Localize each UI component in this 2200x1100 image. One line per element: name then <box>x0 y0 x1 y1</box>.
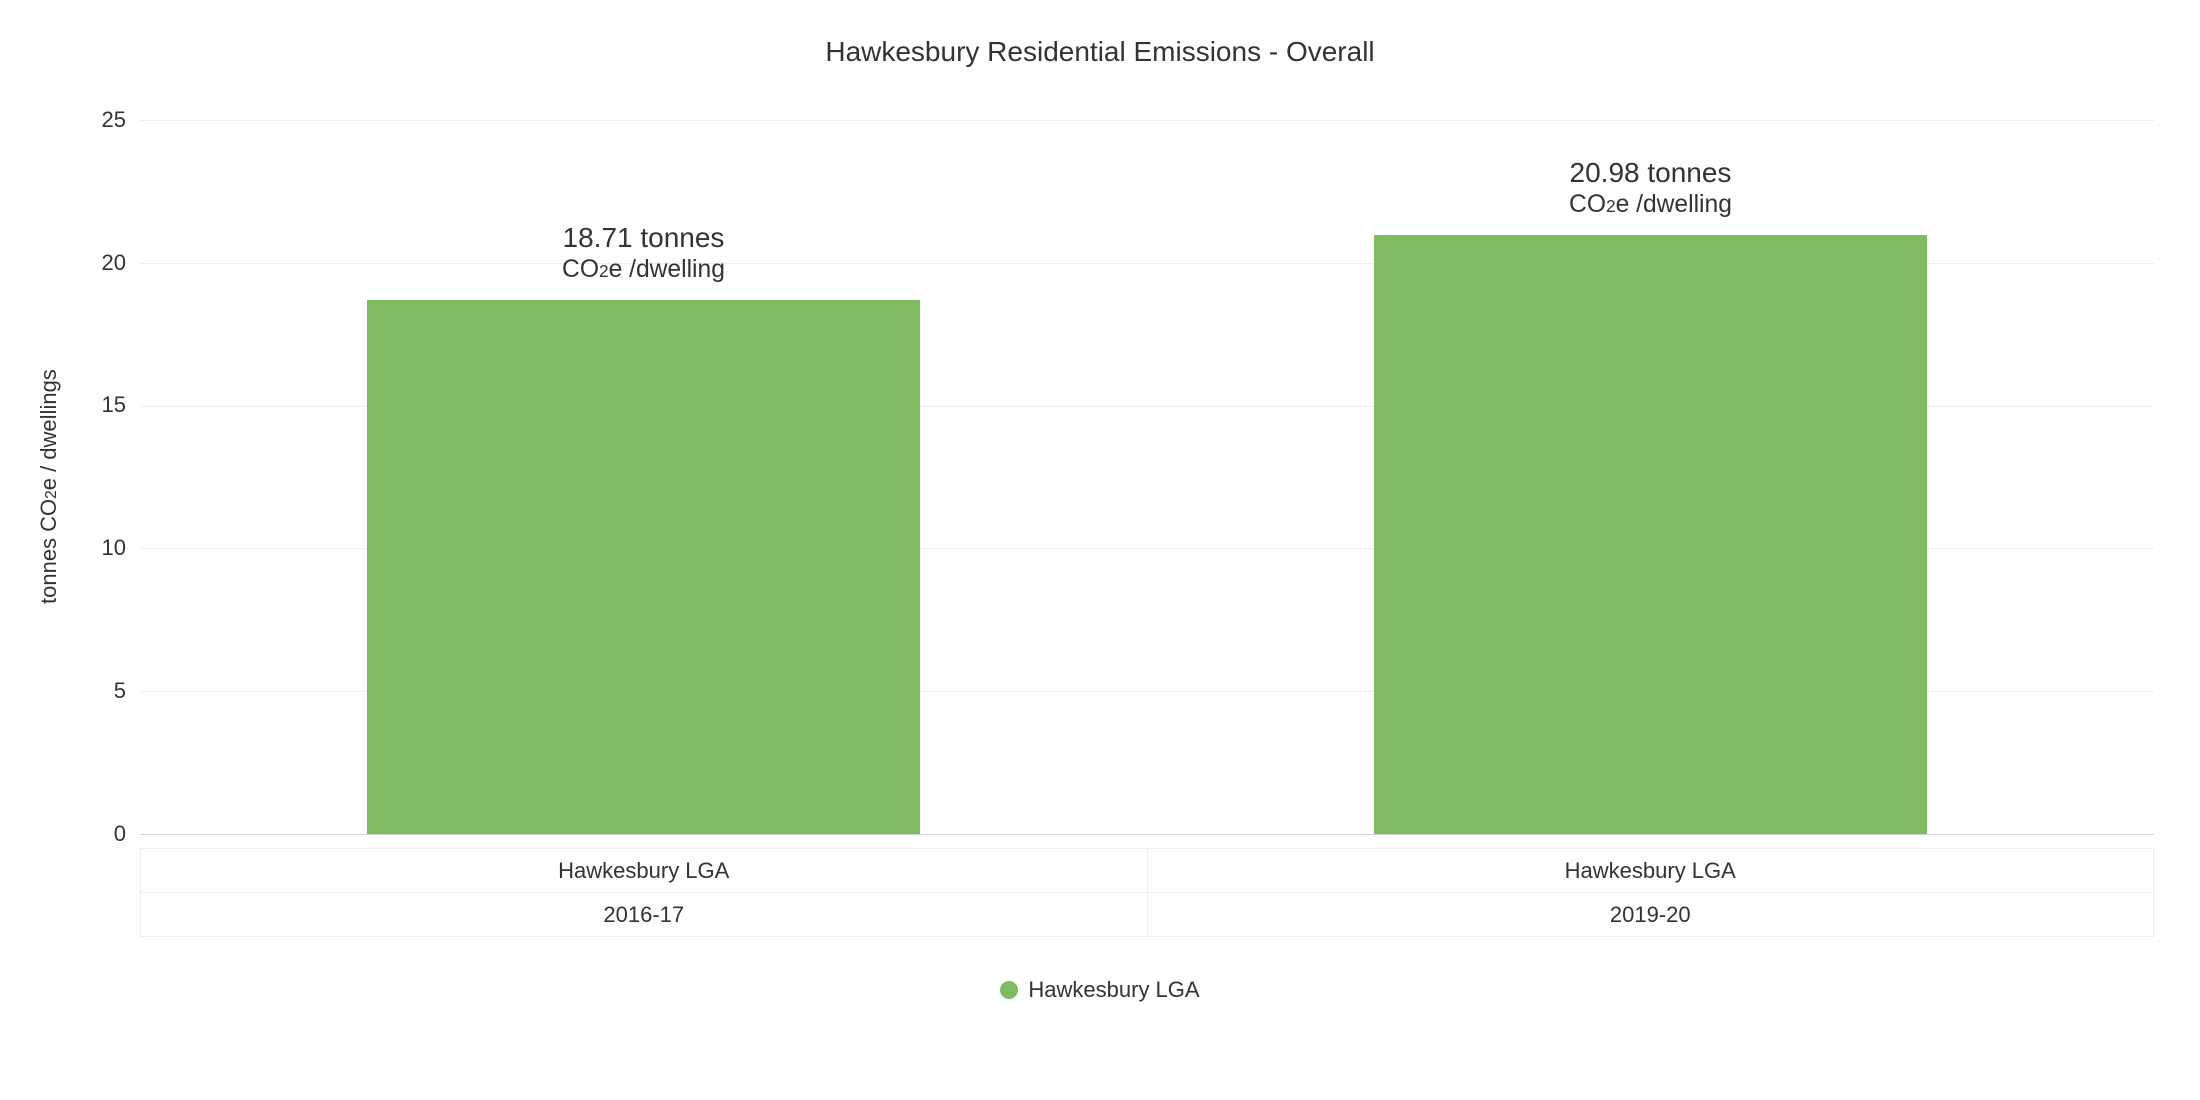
plot-area: 18.71 tonnesCO2e /dwelling 20.98 tonnesCO… <box>140 120 2154 834</box>
y-tick-label: 5 <box>70 678 126 704</box>
legend: Hawkesbury LGA <box>0 976 2200 1003</box>
legend-label: Hawkesbury LGA <box>1028 977 1199 1002</box>
x-category-period: 2019-20 <box>1147 893 2154 937</box>
bar-value-label: 18.71 tonnesCO2e /dwelling <box>367 220 921 286</box>
gridline <box>140 120 2154 121</box>
y-tick-label: 15 <box>70 392 126 418</box>
y-tick-label: 0 <box>70 821 126 847</box>
y-tick-label: 10 <box>70 535 126 561</box>
y-tick-label: 25 <box>70 107 126 133</box>
bar-value-label: 20.98 tonnesCO2e /dwelling <box>1374 155 1928 221</box>
bar <box>367 300 921 834</box>
baseline <box>140 834 2154 835</box>
chart-title: Hawkesbury Residential Emissions - Overa… <box>0 36 2200 68</box>
legend-swatch <box>1000 981 1018 999</box>
x-category-period: 2016-17 <box>141 893 1148 937</box>
y-tick-label: 20 <box>70 250 126 276</box>
y-axis-title: tonnes CO2e / dwellings <box>36 369 62 604</box>
x-axis-table: Hawkesbury LGAHawkesbury LGA2016-172019-… <box>140 848 2154 937</box>
x-category-group: Hawkesbury LGA <box>1147 849 2154 893</box>
chart-container: Hawkesbury Residential Emissions - Overa… <box>0 0 2200 1100</box>
x-category-group: Hawkesbury LGA <box>141 849 1148 893</box>
bar <box>1374 235 1928 834</box>
